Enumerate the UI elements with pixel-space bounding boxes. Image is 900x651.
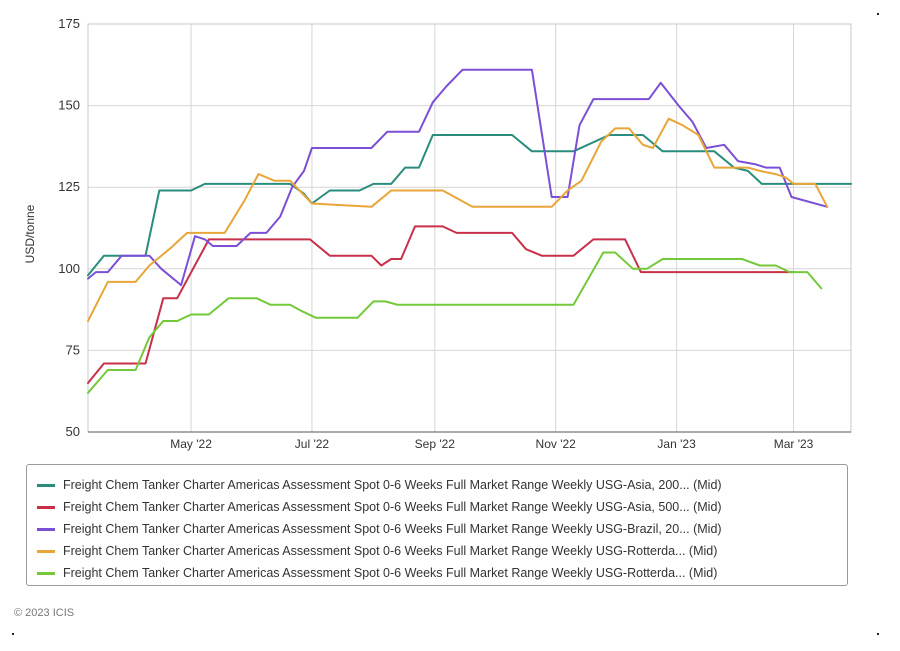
x-axis-ticks: May '22 Jul '22 Sep '22 Nov '22 Jan '23 Mar '…	[170, 437, 813, 451]
y-tick-label: 100	[58, 261, 80, 276]
corner-dot	[12, 633, 14, 635]
x-tick-label: Jul '22	[295, 437, 330, 451]
legend-item[interactable]: Freight Chem Tanker Charter Americas Ass…	[37, 542, 717, 560]
copyright-text: © 2023 ICIS	[14, 607, 75, 619]
plot-frame	[87, 23, 852, 433]
series-line-4	[87, 117, 829, 322]
y-tick-label: 150	[58, 98, 80, 113]
legend-label: Freight Chem Tanker Charter Americas Ass…	[63, 522, 722, 536]
corner-dot	[877, 633, 879, 635]
y-tick-label: 50	[66, 424, 80, 439]
series-line-2	[87, 225, 795, 384]
legend-swatch	[37, 549, 55, 553]
x-tick-label: Nov '22	[536, 437, 577, 451]
y-tick-label: 175	[58, 16, 80, 31]
legend: Freight Chem Tanker Charter Americas Ass…	[26, 464, 848, 586]
legend-label: Freight Chem Tanker Charter Americas Ass…	[63, 478, 722, 492]
corner-dot	[877, 13, 879, 15]
y-tick-label: 125	[58, 179, 80, 194]
x-tick-label: Jan '23	[657, 437, 696, 451]
legend-swatch	[37, 571, 55, 575]
series-lines	[87, 68, 852, 394]
legend-item[interactable]: Freight Chem Tanker Charter Americas Ass…	[37, 564, 717, 582]
series-line-1	[87, 134, 852, 277]
legend-item[interactable]: Freight Chem Tanker Charter Americas Ass…	[37, 520, 722, 538]
legend-item[interactable]: Freight Chem Tanker Charter Americas Ass…	[37, 476, 722, 494]
x-tick-label: Mar '23	[774, 437, 814, 451]
legend-swatch	[37, 505, 55, 509]
y-axis-ticks: 50 75 100 125 150 175	[58, 16, 80, 439]
y-tick-label: 75	[66, 342, 80, 357]
legend-label: Freight Chem Tanker Charter Americas Ass…	[63, 500, 722, 514]
series-line-3	[87, 68, 829, 287]
legend-swatch	[37, 483, 55, 487]
legend-swatch	[37, 527, 55, 531]
x-tick-label: Sep '22	[415, 437, 456, 451]
y-axis-title: USD/tonne	[23, 204, 37, 263]
legend-label: Freight Chem Tanker Charter Americas Ass…	[63, 544, 718, 558]
legend-label: Freight Chem Tanker Charter Americas Ass…	[63, 566, 718, 580]
x-tick-label: May '22	[170, 437, 212, 451]
legend-item[interactable]: Freight Chem Tanker Charter Americas Ass…	[37, 498, 722, 516]
grid-lines	[88, 23, 851, 433]
series-line-5	[87, 251, 823, 394]
plot-border	[87, 23, 852, 433]
